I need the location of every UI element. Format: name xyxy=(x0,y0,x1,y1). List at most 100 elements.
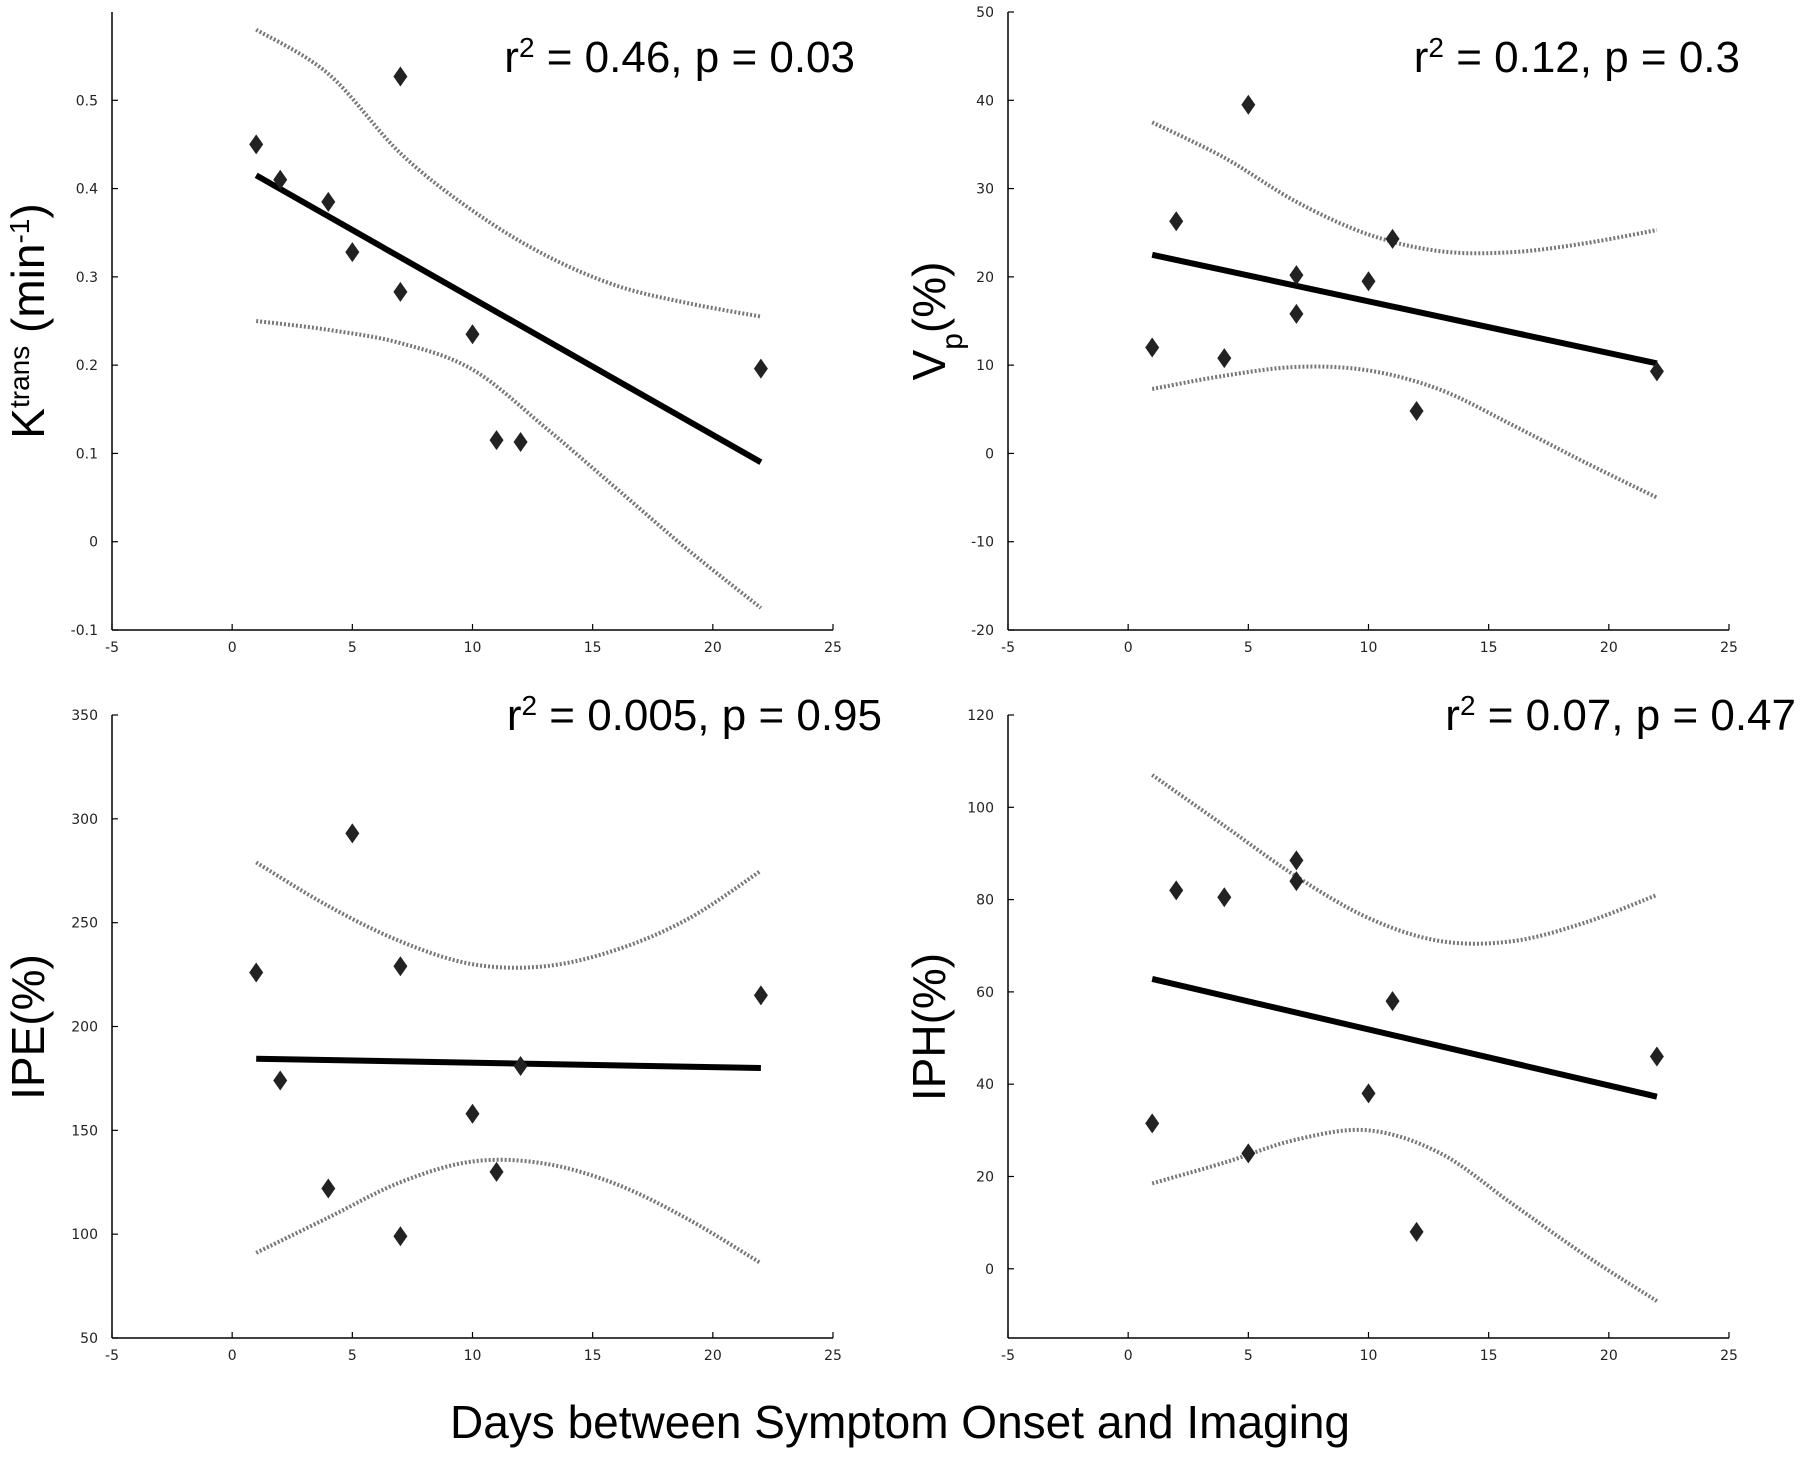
y-tick-label: 0 xyxy=(985,446,994,462)
y-tick-label: -20 xyxy=(971,623,994,639)
x-tick-label: -5 xyxy=(1001,640,1015,656)
x-tick-label: 5 xyxy=(1244,640,1253,656)
data-point xyxy=(465,1103,480,1124)
data-point xyxy=(1241,94,1256,115)
y-tick-label: 80 xyxy=(976,893,994,909)
y-tick-label: -10 xyxy=(971,535,994,551)
data-point xyxy=(1289,871,1304,892)
y-axis-label: Ktrans (min-1) xyxy=(2,203,54,438)
data-point xyxy=(753,358,768,379)
data-point xyxy=(1409,401,1424,422)
y-tick-label: 350 xyxy=(71,708,98,724)
y-tick-label: 120 xyxy=(967,708,994,724)
y-tick-label: 40 xyxy=(976,1077,994,1093)
data-point xyxy=(1361,271,1376,292)
x-tick-label: 20 xyxy=(1600,1348,1618,1364)
x-tick-label: 0 xyxy=(1124,640,1133,656)
y-tick-label: 40 xyxy=(976,93,994,109)
data-point xyxy=(1649,361,1664,382)
data-point xyxy=(249,962,264,983)
scatter-panel-2: -20 -10 0 10 20 30 40 50 -5 0 5 10 15 20 25 r2 = 0.12, … xyxy=(903,5,1740,656)
ci-lower-band xyxy=(1151,364,1658,500)
y-tick-label: 0.1 xyxy=(76,446,98,462)
x-tick-label: 0 xyxy=(228,1348,237,1364)
data-point xyxy=(1217,348,1232,369)
y-tick-label: 100 xyxy=(967,800,994,816)
y-tick-label: -0.1 xyxy=(71,623,98,639)
data-point xyxy=(1289,265,1304,286)
regression-line xyxy=(254,172,763,465)
x-tick-label: 10 xyxy=(464,640,482,656)
x-tick-label: 25 xyxy=(1720,1348,1738,1364)
x-tick-label: 15 xyxy=(1480,640,1498,656)
data-point xyxy=(1409,1221,1424,1242)
data-point xyxy=(273,1070,288,1091)
data-point xyxy=(1361,1083,1376,1104)
scatter-panel-1: -0.1 0 0.1 0.2 0.3 0.4 0.5 -5 0 5 10 15 20 25 r2 = 0.4… xyxy=(2,12,855,656)
data-point xyxy=(1649,1046,1664,1067)
data-point xyxy=(489,1161,504,1182)
stat-annotation: r2 = 0.005, p = 0.95 xyxy=(507,690,882,741)
data-point xyxy=(1289,850,1304,871)
x-tick-label: 25 xyxy=(824,640,842,656)
data-point xyxy=(345,242,360,263)
ci-upper-band xyxy=(1151,120,1658,256)
data-point xyxy=(465,324,480,345)
x-tick-label: 0 xyxy=(228,640,237,656)
y-tick-label: 0.4 xyxy=(76,182,98,198)
y-tick-label: 100 xyxy=(71,1227,98,1243)
y-tick-label: 10 xyxy=(976,358,994,374)
x-tick-label: 10 xyxy=(1360,640,1378,656)
shared-x-axis-label: Days between Symptom Onset and Imaging xyxy=(449,1396,1350,1448)
data-point xyxy=(321,191,336,212)
y-tick-label: 60 xyxy=(976,985,994,1001)
y-tick-label: 50 xyxy=(80,1331,98,1347)
x-tick-label: 20 xyxy=(1600,640,1618,656)
data-point xyxy=(1145,1113,1160,1134)
x-tick-label: 20 xyxy=(704,640,722,656)
regression-line xyxy=(1151,251,1658,367)
scatter-panel-4: 0 20 40 60 80 100 120 -5 0 5 10 15 20 25 r2 = 0.07, p … xyxy=(903,690,1796,1365)
y-tick-label: 0 xyxy=(985,1262,994,1278)
x-tick-label: -5 xyxy=(105,1348,119,1364)
x-tick-label: 15 xyxy=(584,1348,602,1364)
data-point xyxy=(1385,228,1400,249)
data-point xyxy=(1169,880,1184,901)
ci-upper-band xyxy=(255,27,762,319)
y-tick-label: 20 xyxy=(976,1169,994,1185)
data-point xyxy=(489,430,504,451)
data-point xyxy=(1217,887,1232,908)
y-tick-label: 150 xyxy=(71,1123,98,1139)
data-point xyxy=(321,1178,336,1199)
x-tick-label: 10 xyxy=(1360,1348,1378,1364)
data-point xyxy=(345,823,360,844)
y-tick-label: 0.3 xyxy=(76,270,98,286)
y-axis-label: Vp(%) xyxy=(903,262,969,381)
data-point xyxy=(1145,337,1160,358)
data-point xyxy=(249,134,264,155)
x-tick-label: 25 xyxy=(1720,640,1738,656)
ci-lower-band xyxy=(255,1157,762,1265)
data-point xyxy=(513,1055,528,1076)
scatter-panel-3: 50 100 150 200 250 300 350 -5 0 5 10 15 20 25 r2 = 0.0… xyxy=(2,690,882,1365)
data-point xyxy=(513,431,528,452)
x-tick-label: 0 xyxy=(1124,1348,1133,1364)
data-point xyxy=(393,1226,408,1247)
ci-lower-band xyxy=(1151,1127,1658,1303)
ci-lower-band xyxy=(255,319,763,610)
y-axis-label: IPH(%) xyxy=(903,953,955,1101)
data-point xyxy=(393,281,408,302)
stat-annotation: r2 = 0.12, p = 0.3 xyxy=(1414,32,1740,83)
data-point xyxy=(393,956,408,977)
y-tick-label: 0.5 xyxy=(76,93,98,109)
x-tick-label: 20 xyxy=(704,1348,722,1364)
y-axis-label: IPE(%) xyxy=(2,954,54,1100)
data-point xyxy=(753,985,768,1006)
y-tick-label: 300 xyxy=(71,812,98,828)
ci-upper-band xyxy=(1151,773,1658,946)
regression-line xyxy=(1151,976,1658,1100)
data-point xyxy=(1385,991,1400,1012)
data-point xyxy=(393,66,408,87)
x-tick-label: 15 xyxy=(1480,1348,1498,1364)
x-tick-label: 5 xyxy=(1244,1348,1253,1364)
